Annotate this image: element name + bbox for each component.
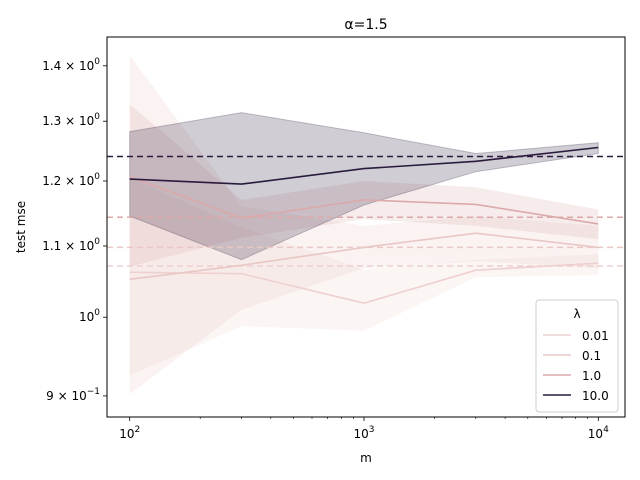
y-tick-label: 1.1 × 100	[42, 237, 100, 253]
legend: λ 0.01 0.1 1.0 10.0	[535, 299, 619, 413]
y-axis-label: test mse	[14, 201, 28, 253]
confidence-band-10.0	[129, 112, 599, 261]
confidence-band-0.1	[129, 55, 599, 395]
chart-title: α=1.5	[344, 17, 387, 33]
y-tick-label: 1.3 × 100	[42, 112, 100, 128]
legend-box	[535, 299, 619, 413]
y-tick-label: 1.2 × 100	[42, 172, 100, 188]
plot-frame	[106, 36, 626, 418]
confidence-band-0.01	[129, 177, 599, 376]
series-line-10.0	[129, 146, 599, 185]
legend-label-0.1: 0.1	[582, 349, 601, 363]
legend-entries: 0.01 0.1 1.0 10.0	[543, 329, 609, 403]
legend-label-0.01: 0.01	[582, 329, 609, 343]
legend-title: λ	[573, 307, 580, 321]
x-axis-label: m	[360, 451, 372, 465]
plot-area	[107, 55, 625, 395]
legend-label-1.0: 1.0	[582, 369, 601, 383]
series-line-0.01	[129, 262, 599, 305]
confidence-band-1.0	[129, 104, 599, 267]
y-tick-label: 1.4 × 100	[42, 57, 100, 73]
y-tick-label: 9 × 10−1	[46, 387, 100, 403]
series-line-1.0	[129, 175, 599, 225]
legend-label-10.0: 10.0	[582, 389, 609, 403]
series-line-0.1	[129, 232, 599, 281]
